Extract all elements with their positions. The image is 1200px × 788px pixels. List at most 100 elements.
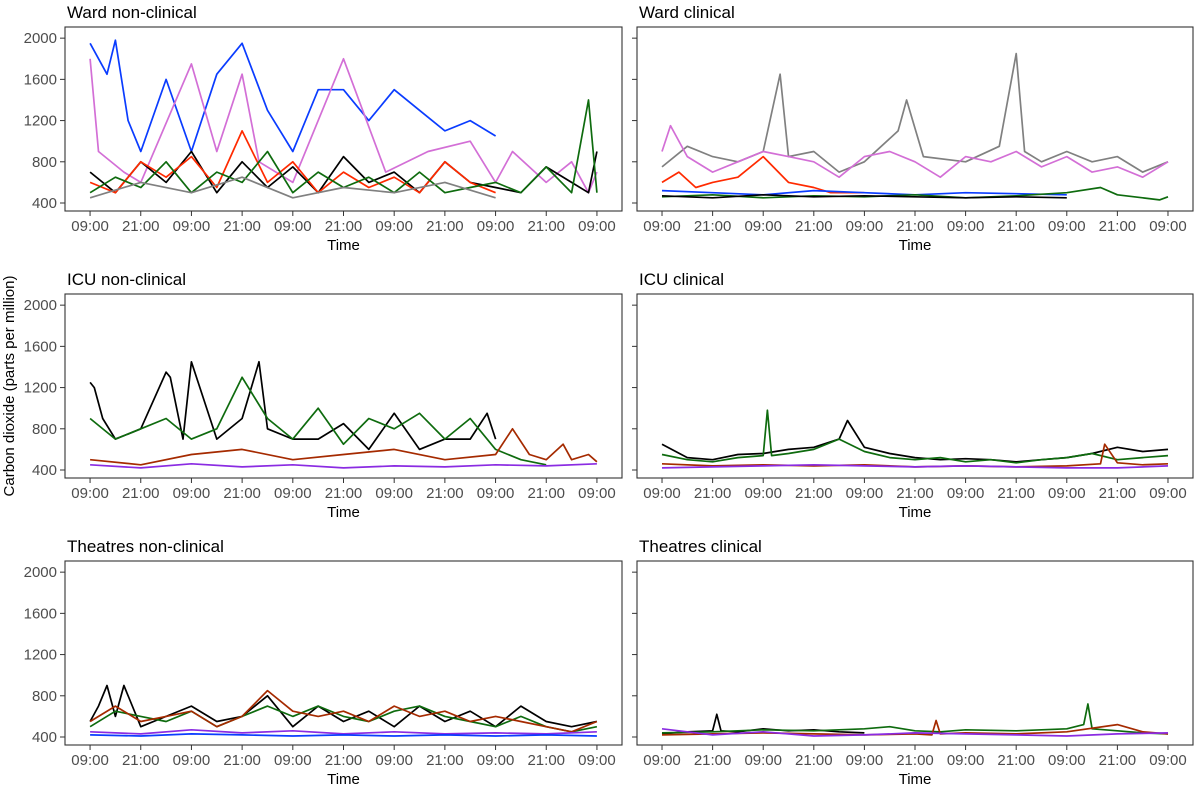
x-tick-label: 09:00 xyxy=(846,485,884,502)
series-line-green xyxy=(89,376,547,466)
y-tick-label: 2000 xyxy=(24,30,57,47)
x-tick-label: 09:00 xyxy=(477,485,515,502)
x-tick-label: 09:00 xyxy=(744,752,782,769)
panel-5: Theatres clinical 09:00 21:00 09:00 21:00 09:… xyxy=(632,537,1194,788)
y-tick-label: 800 xyxy=(32,421,57,438)
series-line-gray xyxy=(661,52,1169,173)
x-tick-label: 21:00 xyxy=(223,752,261,769)
panel-frame xyxy=(64,293,623,479)
series-line-green xyxy=(89,705,598,733)
x-tick-label: 21:00 xyxy=(694,485,732,502)
y-tick-label: 800 xyxy=(32,154,57,171)
x-tick-label: 09:00 xyxy=(375,485,413,502)
x-tick-label: 21:00 xyxy=(1099,752,1137,769)
x-tick-label: 21:00 xyxy=(997,752,1035,769)
x-tick-label: 21:00 xyxy=(795,218,833,235)
x-tick-label: 09:00 xyxy=(846,218,884,235)
y-tick-label: 2000 xyxy=(24,564,57,581)
series-line-black xyxy=(89,684,598,728)
x-tick-label: 09:00 xyxy=(71,218,109,235)
y-tick-label: 1200 xyxy=(24,113,57,130)
x-tick-label: 09:00 xyxy=(744,218,782,235)
x-tick-label: 09:00 xyxy=(71,485,109,502)
series-line-purple xyxy=(90,462,597,469)
panel-title: ICU clinical xyxy=(639,270,724,289)
panel-frame xyxy=(636,560,1194,746)
x-tick-label: 09:00 xyxy=(477,752,515,769)
x-tick-label: 21:00 xyxy=(426,752,464,769)
series-line-black xyxy=(89,360,497,451)
x-tick-label: 09:00 xyxy=(643,485,681,502)
x-tick-label: 21:00 xyxy=(1099,485,1137,502)
series-line-black xyxy=(661,193,1067,199)
series-line-black xyxy=(661,419,1169,463)
x-tick-label: 21:00 xyxy=(896,485,934,502)
series-line-red xyxy=(89,130,496,194)
x-tick-label: 09:00 xyxy=(1048,218,1086,235)
panel-3: ICU clinical 09:00 21:00 09:00 21:00 09:00 21:… xyxy=(632,270,1194,521)
panel-1: Ward clinical 09:00 21:00 09:00 21:00 09:00 21… xyxy=(632,3,1194,254)
x-tick-label: 21:00 xyxy=(527,752,565,769)
panel-title: Theatres non-clinical xyxy=(67,537,224,556)
panel-title: Theatres clinical xyxy=(639,537,762,556)
x-tick-label: 09:00 xyxy=(578,485,616,502)
y-tick-label: 800 xyxy=(32,688,57,705)
x-tick-label: 21:00 xyxy=(896,752,934,769)
y-tick-label: 1600 xyxy=(24,338,57,355)
x-tick-label: 09:00 xyxy=(1149,218,1187,235)
x-tick-label: 21:00 xyxy=(223,218,261,235)
series-line-blue xyxy=(90,733,597,737)
panel-title: Ward non-clinical xyxy=(67,3,197,22)
x-tick-label: 09:00 xyxy=(643,752,681,769)
panel-4: Theatres non-clinical 400 800 1200 1600 2000 0… xyxy=(24,537,623,788)
x-tick-label: 09:00 xyxy=(578,218,616,235)
panel-2: ICU non-clinical 400 800 1200 1600 2000 09:00 2… xyxy=(24,270,623,521)
x-tick-label: 21:00 xyxy=(325,218,363,235)
x-axis-title: Time xyxy=(327,237,360,254)
x-tick-label: 21:00 xyxy=(527,485,565,502)
y-tick-label: 400 xyxy=(32,729,57,746)
series-line-blue xyxy=(661,189,1067,196)
series-line-blue xyxy=(89,39,497,153)
x-tick-label: 09:00 xyxy=(578,752,616,769)
x-tick-label: 21:00 xyxy=(694,752,732,769)
x-tick-label: 09:00 xyxy=(274,485,312,502)
y-tick-label: 1600 xyxy=(24,605,57,622)
y-tick-label: 1600 xyxy=(24,71,57,88)
x-tick-label: 09:00 xyxy=(375,752,413,769)
x-tick-label: 09:00 xyxy=(274,218,312,235)
x-tick-label: 21:00 xyxy=(694,218,732,235)
x-tick-label: 09:00 xyxy=(1149,752,1187,769)
x-tick-label: 09:00 xyxy=(71,752,109,769)
series-line-pink xyxy=(661,124,1169,179)
series-line-gray xyxy=(89,176,496,199)
x-tick-label: 21:00 xyxy=(795,752,833,769)
series-line-purple xyxy=(90,728,597,735)
y-tick-label: 400 xyxy=(32,195,57,212)
panel-0: Ward non-clinical 400 800 1200 1600 2000 09:00… xyxy=(24,3,623,254)
x-tick-label: 21:00 xyxy=(325,485,363,502)
panel-title: Ward clinical xyxy=(639,3,735,22)
series-line-green xyxy=(661,703,1169,735)
series-line-purple xyxy=(661,463,1169,469)
y-axis-title: Carbon dioxide (parts per million) xyxy=(1,276,18,497)
x-tick-label: 09:00 xyxy=(643,218,681,235)
y-tick-label: 1200 xyxy=(24,380,57,397)
series-line-brown xyxy=(661,443,1169,468)
x-tick-label: 21:00 xyxy=(122,752,160,769)
series-line-purple xyxy=(661,727,1169,737)
series-line-green xyxy=(661,409,1169,464)
series-line-brown xyxy=(89,689,598,733)
x-tick-label: 21:00 xyxy=(122,218,160,235)
x-tick-label: 09:00 xyxy=(1048,752,1086,769)
x-tick-label: 21:00 xyxy=(795,485,833,502)
series-line-green xyxy=(89,99,598,194)
x-tick-label: 09:00 xyxy=(274,752,312,769)
x-tick-label: 09:00 xyxy=(173,485,211,502)
x-tick-label: 21:00 xyxy=(997,218,1035,235)
x-tick-label: 09:00 xyxy=(1048,485,1086,502)
x-tick-label: 09:00 xyxy=(947,485,985,502)
x-tick-label: 21:00 xyxy=(997,485,1035,502)
panel-title: ICU non-clinical xyxy=(67,270,186,289)
